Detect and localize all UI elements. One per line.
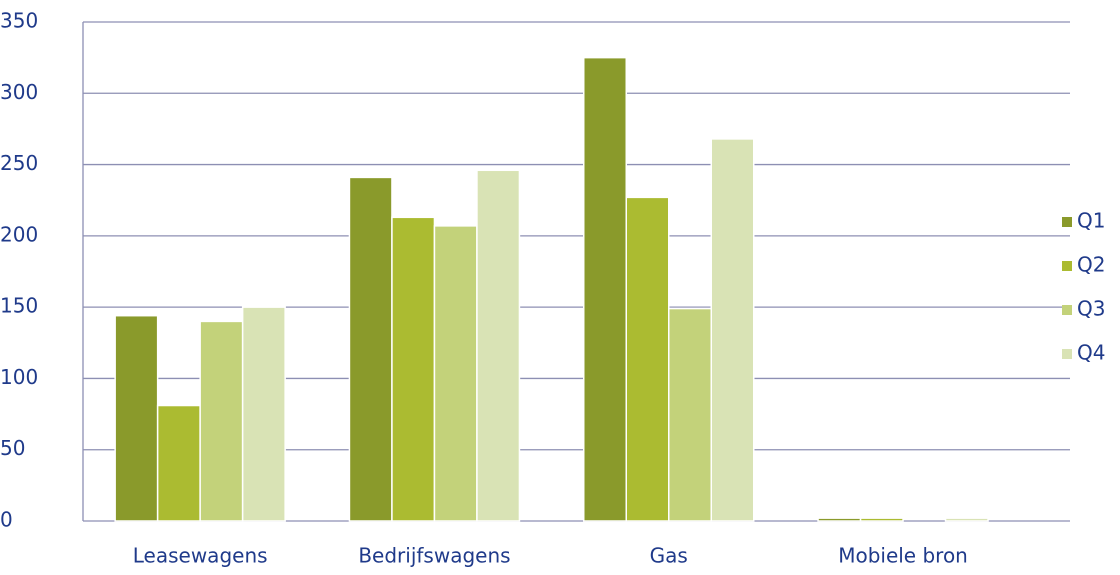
- legend-label: Q2: [1077, 253, 1105, 277]
- bar: [476, 169, 521, 522]
- legend-label: Q4: [1077, 341, 1105, 365]
- y-tick-label: 250: [0, 151, 38, 175]
- y-tick-label: 300: [0, 80, 38, 104]
- bar: [710, 138, 755, 522]
- bar: [241, 306, 286, 522]
- bar: [391, 216, 436, 522]
- x-tick-label: Leasewagens: [133, 544, 268, 568]
- y-tick-label: 0: [0, 508, 13, 532]
- legend-swatch: [1062, 349, 1072, 359]
- y-tick-label: 50: [0, 436, 25, 460]
- legend-label: Q1: [1077, 209, 1105, 233]
- y-tick-label: 200: [0, 222, 38, 246]
- x-tick-label: Mobiele bron: [838, 544, 968, 568]
- bar: [583, 56, 627, 522]
- legend-swatch: [1062, 217, 1072, 227]
- bar: [817, 517, 862, 522]
- y-tick-label: 150: [0, 294, 38, 318]
- bar: [348, 176, 393, 522]
- bar: [433, 225, 478, 522]
- y-tick-label: 350: [0, 9, 38, 33]
- y-tick-label: 100: [0, 365, 38, 389]
- bar: [114, 314, 159, 522]
- bar: [625, 196, 670, 522]
- bar: [668, 307, 712, 522]
- x-tick-label: Bedrijfswagens: [358, 544, 510, 568]
- bar: [156, 404, 201, 522]
- bar: [944, 517, 989, 522]
- x-tick-label: Gas: [650, 544, 688, 568]
- legend-swatch: [1062, 305, 1072, 315]
- legend-label: Q3: [1077, 297, 1105, 321]
- bar: [859, 517, 904, 522]
- legend-swatch: [1062, 261, 1072, 271]
- bar: [199, 320, 244, 522]
